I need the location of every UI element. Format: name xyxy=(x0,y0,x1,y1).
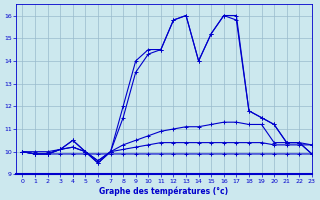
X-axis label: Graphe des températures (°c): Graphe des températures (°c) xyxy=(100,186,228,196)
